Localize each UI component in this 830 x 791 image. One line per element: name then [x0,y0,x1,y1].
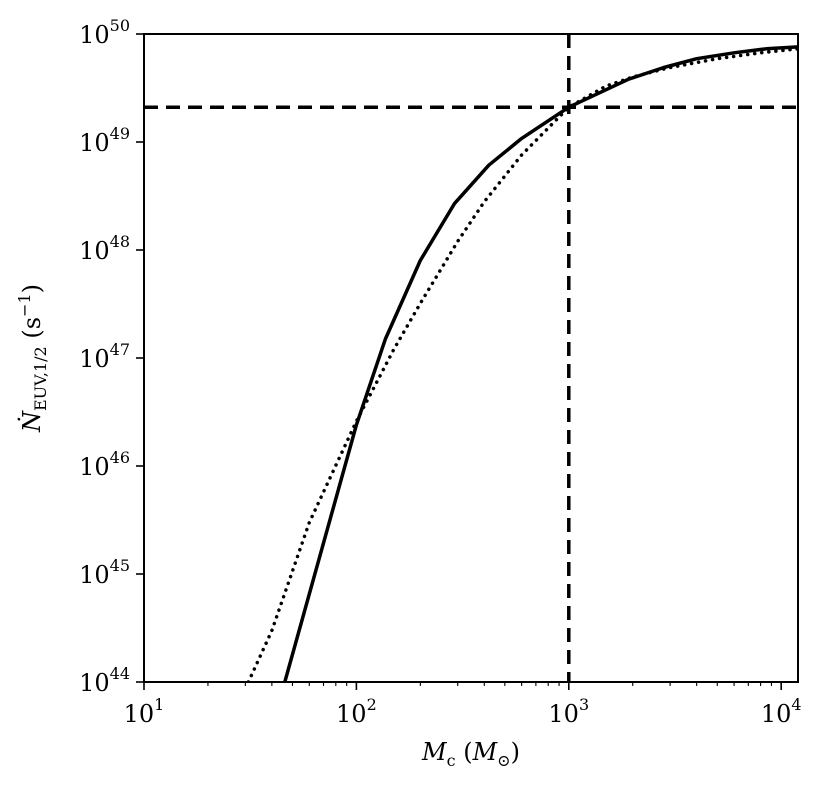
ticks [136,33,782,690]
x-tick-label: 101 [124,695,165,728]
y-tick-label: 1049 [79,124,130,157]
y-tick-label: 1047 [79,340,130,373]
series-line-solid [283,45,798,682]
y-label-unit-close: ) [18,284,46,293]
x-axis-label: Mc (M⊙) [421,738,520,770]
x-label-paren-close: ) [511,738,520,766]
x-label-paren-open: ( [456,738,473,766]
x-tick-label: 103 [548,695,589,728]
y-label-main: Ṅ [17,410,46,433]
y-tick-label: 1048 [79,232,130,265]
y-label-sub: EUV,1/2 [31,346,50,411]
y-tick-label: 1044 [79,664,130,697]
y-axis-label: ṄEUV,1/2 (s−1) [15,284,50,433]
x-label-main-sub: c [447,751,456,770]
x-label-main: M [421,738,448,766]
series-line-dotted [246,47,798,682]
y-tick-label: 1050 [79,16,130,49]
x-label-unit: M [472,738,499,766]
tick-labels: 101 102 103 104 1044 1045 1046 1047 1048 1049 1050 [79,16,801,728]
x-tick-label: 104 [761,695,802,728]
plot-frame [143,33,799,683]
y-label-unit-exp: −1 [15,293,34,317]
x-label-unit-sub: ⊙ [497,751,510,770]
y-tick-label: 1045 [79,556,130,589]
y-tick-label: 1046 [79,448,130,481]
x-tick-label: 102 [336,695,377,728]
plot-lines [144,34,798,682]
y-label-unit: (s [18,317,46,346]
